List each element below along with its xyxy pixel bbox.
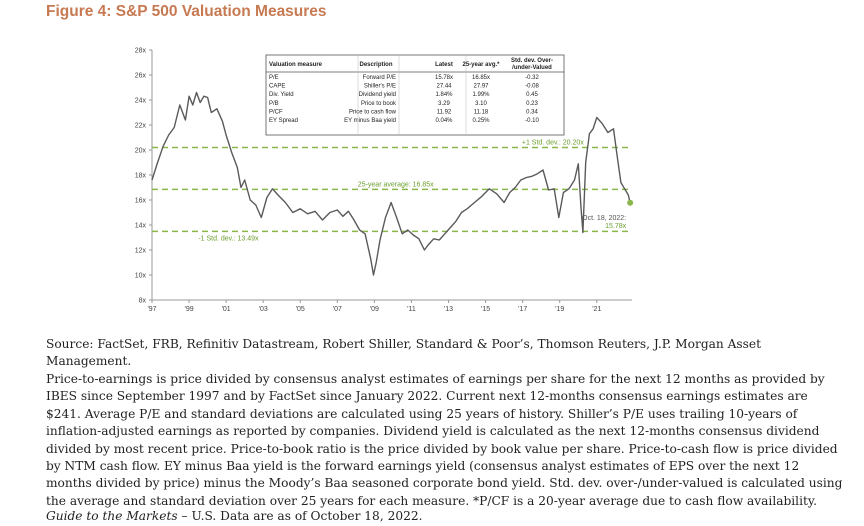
axes: 8x 10x 12x 14x 16x 18x 20x 22x 24x 26x 28x '97 '99 '0… xyxy=(135,48,632,313)
y-tick-label: 14x xyxy=(135,223,147,230)
table-cell: Shiller's P/E xyxy=(364,84,396,90)
table-cell: Price to book xyxy=(361,101,397,107)
x-tick-label: '97 xyxy=(147,306,156,313)
y-tick-label: 28x xyxy=(135,48,147,55)
table-cell: 16.85x xyxy=(472,75,490,81)
table-cell: 3.29 xyxy=(438,101,450,107)
table-cell: 15.78x xyxy=(435,75,453,81)
y-tick-label: 20x xyxy=(135,148,147,155)
reference-line-label: -1 Std. dev.: 13.49x xyxy=(198,235,259,242)
methodology-notes: Price-to-earnings is price divided by co… xyxy=(46,372,843,508)
x-tick-label: '19 xyxy=(555,306,564,313)
table-cell: EY Spread xyxy=(269,118,298,124)
table-cell: -0.08 xyxy=(525,84,539,90)
x-tick-label: '03 xyxy=(259,306,268,313)
x-tick-label: '15 xyxy=(481,306,490,313)
table-cell: 1.84% xyxy=(435,92,453,98)
pe-series xyxy=(151,91,634,276)
latest-marker xyxy=(627,199,634,206)
reference-line-label: +1 Std. dev.: 20.20x xyxy=(522,140,584,147)
table-border xyxy=(265,54,565,136)
table-header: Valuation measure xyxy=(269,62,323,68)
y-tick-label: 26x xyxy=(135,73,147,80)
reference-lines: +1 Std. dev.: 20.20x 25-year average: 16.… xyxy=(152,140,632,242)
table-cell: Div. Yield xyxy=(269,92,294,98)
y-tick-label: 18x xyxy=(135,173,147,180)
table-header: Std. dev. Over- xyxy=(511,58,553,64)
x-tick-label: '21 xyxy=(592,306,601,313)
table-header: /under-Valued xyxy=(512,65,552,71)
x-tick-label: '07 xyxy=(333,306,342,313)
table-cell: -0.32 xyxy=(525,75,539,81)
table-cell: 0.23 xyxy=(526,101,538,107)
guide-title: Guide to the Markets xyxy=(46,509,178,523)
table-cell: CAPE xyxy=(269,84,285,90)
valuation-table: Valuation measure Description Latest 25-yea… xyxy=(265,54,565,136)
table-cell: 0.45 xyxy=(526,92,538,98)
guide-footer: Guide to the Markets – U.S. Data are as … xyxy=(46,509,422,523)
table-cell: EY minus Baa yield xyxy=(344,118,396,124)
table-cell: 1.99% xyxy=(472,92,490,98)
x-tick-label: '99 xyxy=(185,306,194,313)
table-cell: 0.25% xyxy=(472,118,490,124)
y-tick-label: 24x xyxy=(135,98,147,105)
table-cell: 0.34 xyxy=(526,109,538,115)
guide-date: – U.S. Data are as of October 18, 2022. xyxy=(177,509,423,523)
y-tick-label: 16x xyxy=(135,198,147,205)
table-cell: Dividend yield xyxy=(359,92,396,98)
table-cell: Price to cash flow xyxy=(349,109,397,115)
x-tick-label: '01 xyxy=(222,306,231,313)
table-cell: P/E xyxy=(269,75,279,81)
annotation: Oct. 18, 2022:15.78x xyxy=(582,215,626,230)
table-cell: P/B xyxy=(269,101,279,107)
x-tick-label: '11 xyxy=(407,306,416,313)
table-cell: 27.44 xyxy=(436,84,452,90)
table-header: Description xyxy=(359,62,392,68)
table-header: 25-year avg.* xyxy=(462,62,500,68)
table-cell: 11.18 xyxy=(474,109,489,115)
table-cell: Forward P/E xyxy=(363,75,396,81)
x-tick-label: '09 xyxy=(370,306,379,313)
annotation-label-date: Oct. 18, 2022: xyxy=(582,215,626,222)
chart: 8x 10x 12x 14x 16x 18x 20x 22x 24x 26x 28x '97 '99 '0… xyxy=(120,40,650,330)
x-tick-label: '17 xyxy=(518,306,527,313)
table-cell: 0.04% xyxy=(435,118,453,124)
y-tick-label: 22x xyxy=(135,123,147,130)
table-cell: -0.10 xyxy=(525,118,539,124)
valuation-chart-svg: 8x 10x 12x 14x 16x 18x 20x 22x 24x 26x 28x '97 '99 '0… xyxy=(135,48,634,313)
source-note: Source: FactSet, FRB, Refinitiv Datastre… xyxy=(46,337,762,368)
table-cell: 27.97 xyxy=(473,84,489,90)
table-cell: P/CF xyxy=(269,109,283,115)
annotation-label-value: 15.78x xyxy=(605,223,627,230)
pe-line xyxy=(151,91,631,276)
y-tick-label: 8x xyxy=(139,298,147,305)
table-cell: 11.92 xyxy=(437,109,452,115)
reference-line-label: 25-year average: 16.85x xyxy=(358,181,434,188)
x-tick-label: '05 xyxy=(296,306,305,313)
table-header: Latest xyxy=(435,62,453,68)
y-tick-label: 10x xyxy=(135,273,147,280)
x-tick-label: '13 xyxy=(444,306,453,313)
figure-title: Figure 4: S&P 500 Valuation Measures xyxy=(46,3,327,20)
y-tick-label: 12x xyxy=(135,248,147,255)
table-cell: 3.10 xyxy=(475,101,487,107)
